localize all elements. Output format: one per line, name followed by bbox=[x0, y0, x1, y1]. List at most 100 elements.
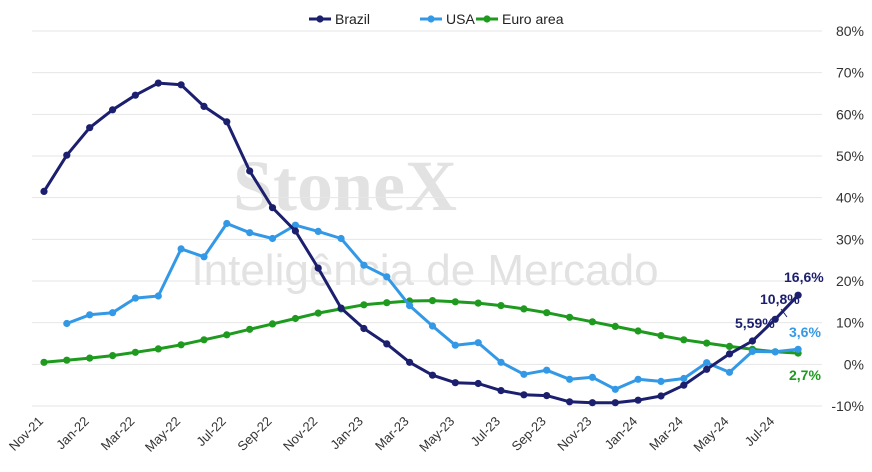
x-tick-label: Sep-23 bbox=[509, 414, 549, 454]
data-point-usa bbox=[680, 374, 688, 383]
series-usa bbox=[63, 219, 802, 393]
legend-item-usa: USA bbox=[420, 11, 475, 27]
x-tick-label: Jan-24 bbox=[602, 414, 641, 453]
x-tick-label: Jan-22 bbox=[53, 414, 92, 453]
data-point-usa bbox=[383, 273, 391, 281]
data-point-brazil bbox=[360, 324, 368, 333]
data-point-brazil bbox=[588, 399, 597, 407]
data-point-euro-area bbox=[40, 358, 48, 366]
data-point-usa bbox=[154, 292, 162, 300]
watermark-brand: StoneX bbox=[233, 146, 457, 226]
x-tick-label: Nov-21 bbox=[6, 414, 46, 454]
data-point-euro-area bbox=[63, 356, 71, 364]
data-point-brazil bbox=[474, 379, 482, 388]
y-tick-label: 60% bbox=[836, 106, 864, 122]
x-tick-label: May-23 bbox=[416, 414, 457, 455]
data-point-brazil bbox=[200, 102, 208, 110]
data-point-brazil bbox=[725, 350, 734, 358]
data-point-brazil bbox=[154, 79, 162, 87]
data-point-euro-area bbox=[451, 298, 459, 306]
data-point-brazil bbox=[314, 264, 322, 272]
data-point-brazil bbox=[86, 124, 94, 132]
data-point-usa bbox=[794, 345, 802, 353]
data-point-euro-area bbox=[268, 320, 277, 328]
data-point-euro-area bbox=[520, 305, 528, 313]
data-point-usa bbox=[268, 234, 277, 243]
data-point-usa bbox=[657, 377, 665, 385]
data-point-euro-area bbox=[497, 302, 505, 310]
data-point-euro-area bbox=[86, 354, 94, 362]
data-point-euro-area bbox=[634, 327, 642, 335]
x-tick-label: Jul-22 bbox=[193, 414, 229, 450]
data-point-brazil bbox=[703, 365, 711, 373]
data-point-usa bbox=[177, 245, 185, 253]
data-point-brazil bbox=[497, 387, 505, 395]
data-point-usa bbox=[474, 339, 482, 347]
data-point-euro-area bbox=[314, 309, 322, 317]
series-layer bbox=[40, 79, 802, 407]
data-point-usa bbox=[200, 253, 208, 261]
data-point-euro-area bbox=[566, 313, 574, 321]
x-tick-label: Mar-22 bbox=[98, 414, 138, 454]
data-label-brazil: 5,59% bbox=[735, 315, 775, 331]
data-point-euro-area bbox=[177, 341, 185, 349]
x-tick-label: Nov-22 bbox=[280, 414, 320, 454]
data-point-euro-area bbox=[657, 332, 665, 340]
data-point-brazil bbox=[40, 187, 48, 195]
data-point-euro-area bbox=[131, 348, 139, 356]
legend-label: USA bbox=[446, 11, 475, 27]
x-tick-label: Sep-22 bbox=[234, 414, 274, 454]
data-point-usa bbox=[451, 341, 459, 349]
data-point-euro-area bbox=[291, 314, 299, 323]
data-point-usa bbox=[223, 219, 231, 228]
data-point-brazil bbox=[566, 398, 574, 406]
data-point-brazil bbox=[177, 81, 185, 89]
data-point-brazil bbox=[428, 371, 437, 379]
series-line-brazil bbox=[42, 81, 800, 405]
x-tick-label: Jan-23 bbox=[327, 414, 366, 453]
data-point-euro-area bbox=[383, 299, 391, 307]
series-brazil bbox=[40, 79, 802, 407]
data-point-euro-area bbox=[360, 301, 368, 309]
data-point-euro-area bbox=[223, 331, 231, 339]
data-point-usa bbox=[588, 373, 597, 381]
data-point-brazil bbox=[680, 381, 688, 389]
data-point-usa bbox=[360, 261, 368, 269]
data-point-euro-area bbox=[154, 345, 162, 353]
data-point-euro-area bbox=[588, 318, 597, 326]
data-point-usa bbox=[611, 385, 619, 393]
data-point-usa bbox=[314, 227, 322, 235]
data-label-euro-area: 2,7% bbox=[789, 367, 821, 383]
data-point-euro-area bbox=[109, 352, 117, 360]
data-point-brazil bbox=[520, 391, 528, 399]
data-point-brazil bbox=[748, 337, 757, 345]
x-tick-label: Mar-24 bbox=[646, 414, 686, 454]
data-point-usa bbox=[497, 358, 505, 366]
y-tick-label: 10% bbox=[836, 315, 864, 331]
data-point-brazil bbox=[223, 118, 231, 126]
legend-swatch-marker bbox=[483, 15, 491, 23]
data-point-brazil bbox=[657, 392, 665, 400]
series-line-euro-area bbox=[43, 299, 799, 364]
gridlines bbox=[32, 30, 822, 407]
x-tick-label: Mar-23 bbox=[372, 414, 412, 454]
data-point-usa bbox=[634, 375, 642, 383]
data-point-brazil bbox=[291, 227, 299, 235]
x-axis: Nov-21 Jan-22 Mar-22 May-22 Jul-22 Sep-22 Nov-… bbox=[6, 414, 777, 455]
legend-swatch-marker bbox=[427, 15, 435, 23]
x-tick-label: May-24 bbox=[690, 414, 731, 455]
data-point-brazil bbox=[794, 291, 802, 299]
data-point-brazil bbox=[634, 396, 642, 404]
x-tick-label: Jul-24 bbox=[742, 414, 778, 450]
data-point-brazil bbox=[131, 91, 139, 99]
x-tick-label: Jul-23 bbox=[467, 414, 503, 450]
data-point-brazil bbox=[109, 106, 117, 114]
data-point-brazil bbox=[246, 167, 254, 175]
data-point-usa bbox=[748, 347, 757, 355]
data-label-brazil: 10,8% bbox=[760, 291, 800, 307]
data-point-usa bbox=[428, 322, 437, 330]
data-point-usa bbox=[725, 368, 734, 376]
data-point-euro-area bbox=[200, 336, 208, 344]
legend-label: Brazil bbox=[335, 11, 370, 27]
